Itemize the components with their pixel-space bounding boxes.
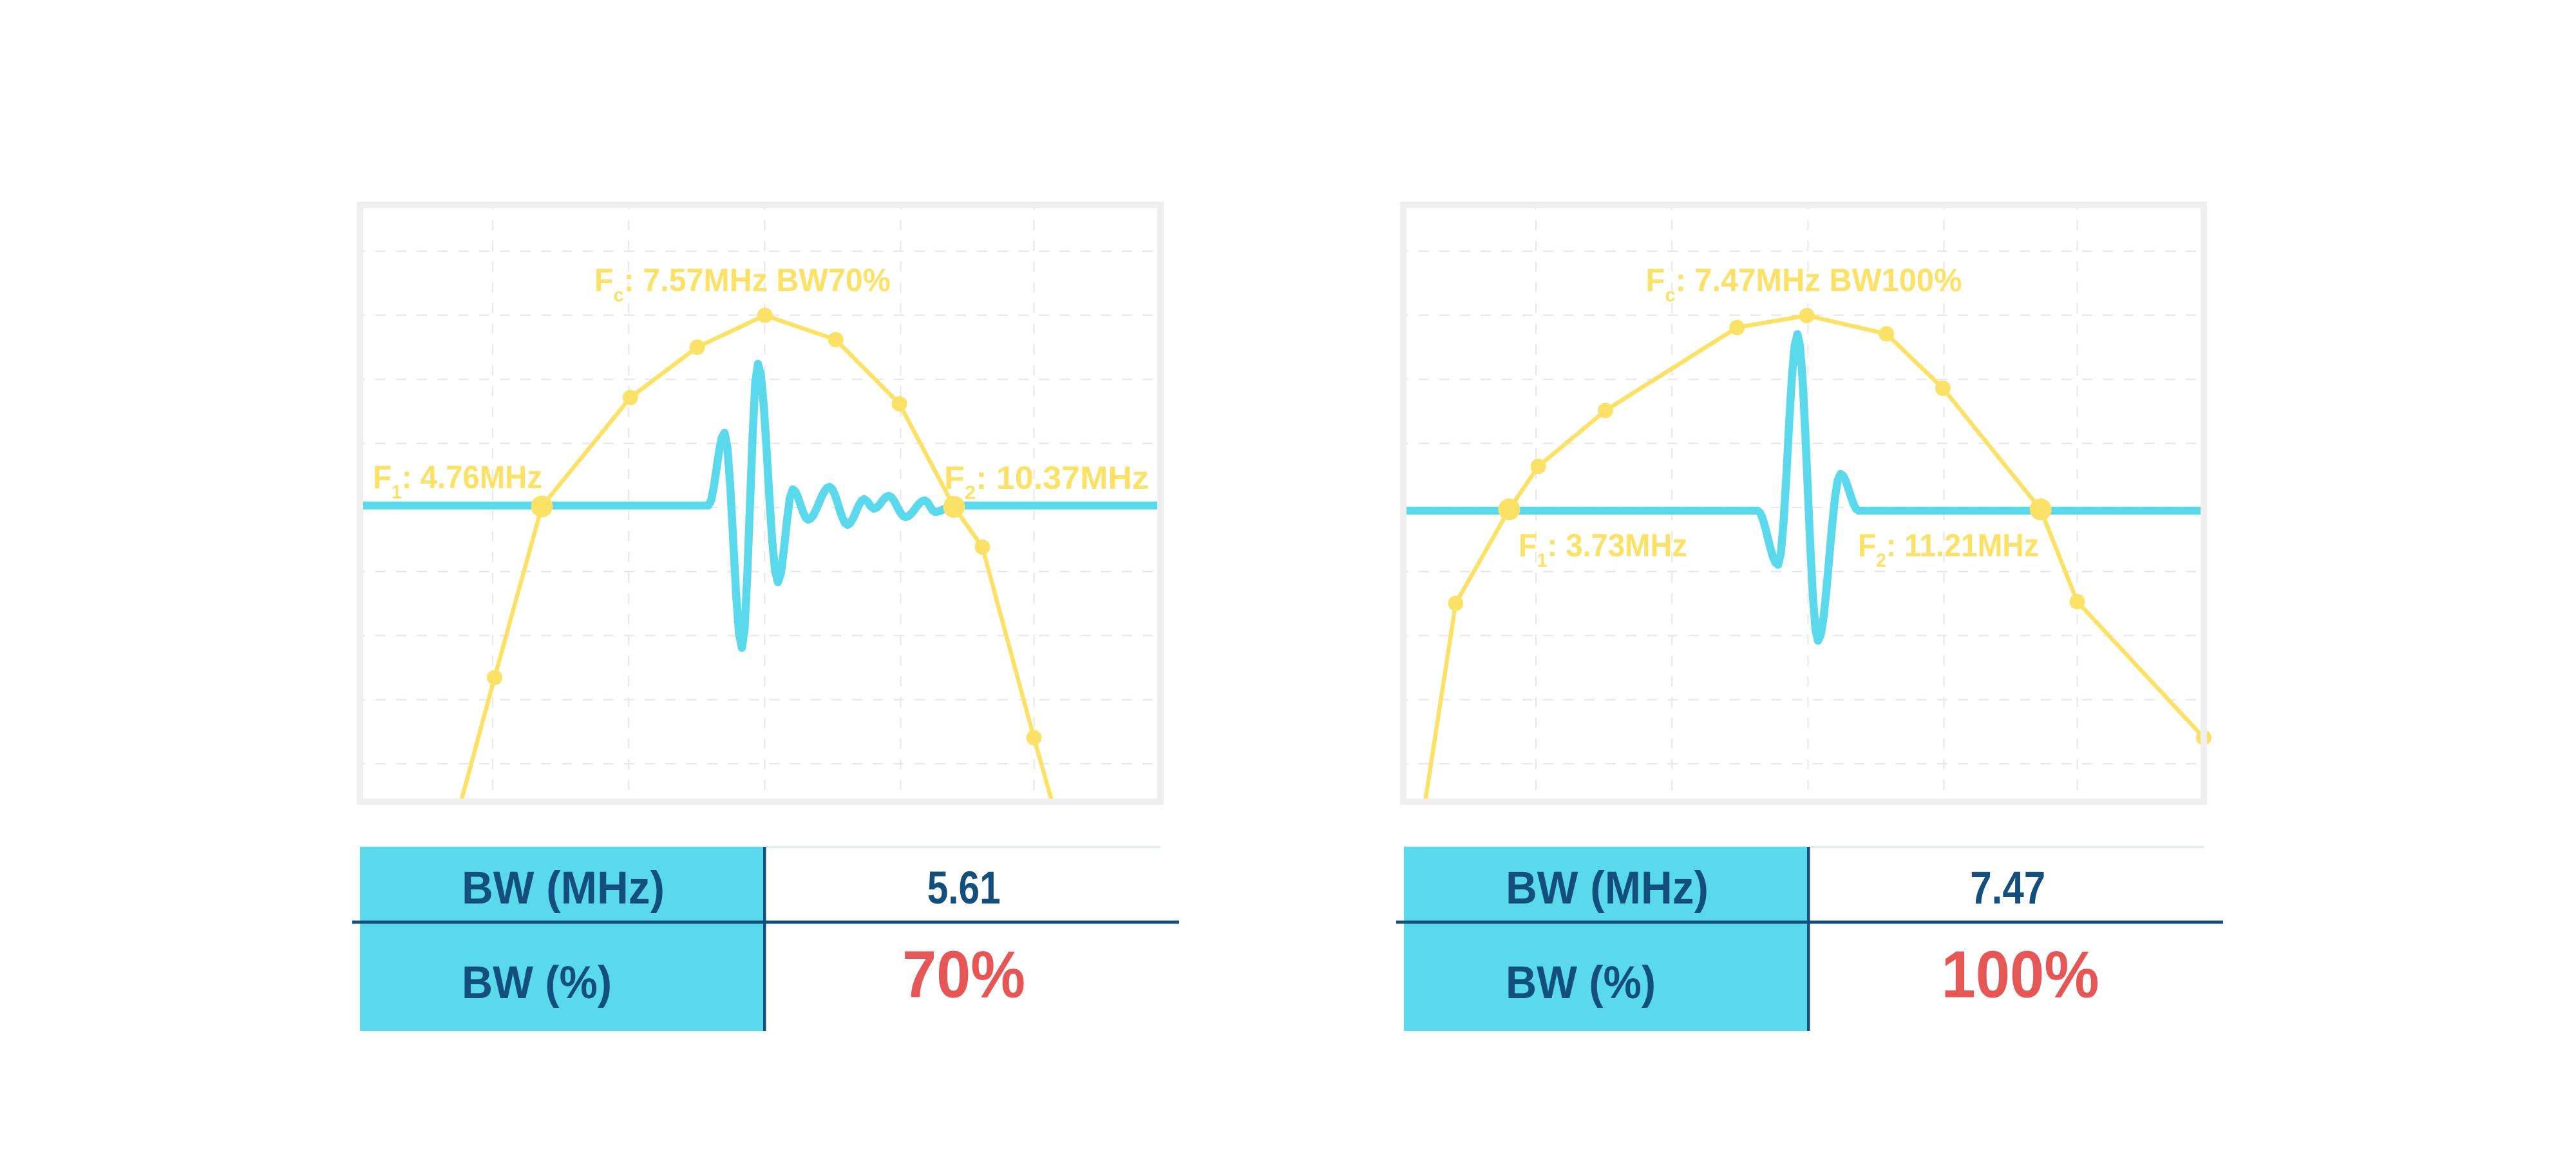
svg-text:BW (%): BW (%) (462, 958, 612, 1008)
svg-text:BW (%): BW (%) (1506, 958, 1656, 1008)
svg-text:Fc: 7.47MHz BW100%: Fc: 7.47MHz BW100% (1646, 262, 1962, 306)
svg-text:BW (MHz): BW (MHz) (1506, 863, 1709, 914)
svg-text:BW (MHz): BW (MHz) (462, 863, 665, 914)
svg-text:7.47: 7.47 (1970, 863, 2045, 914)
svg-text:70%: 70% (902, 938, 1025, 1012)
svg-text:100%: 100% (1942, 938, 2099, 1012)
svg-text:5.61: 5.61 (927, 863, 1001, 914)
